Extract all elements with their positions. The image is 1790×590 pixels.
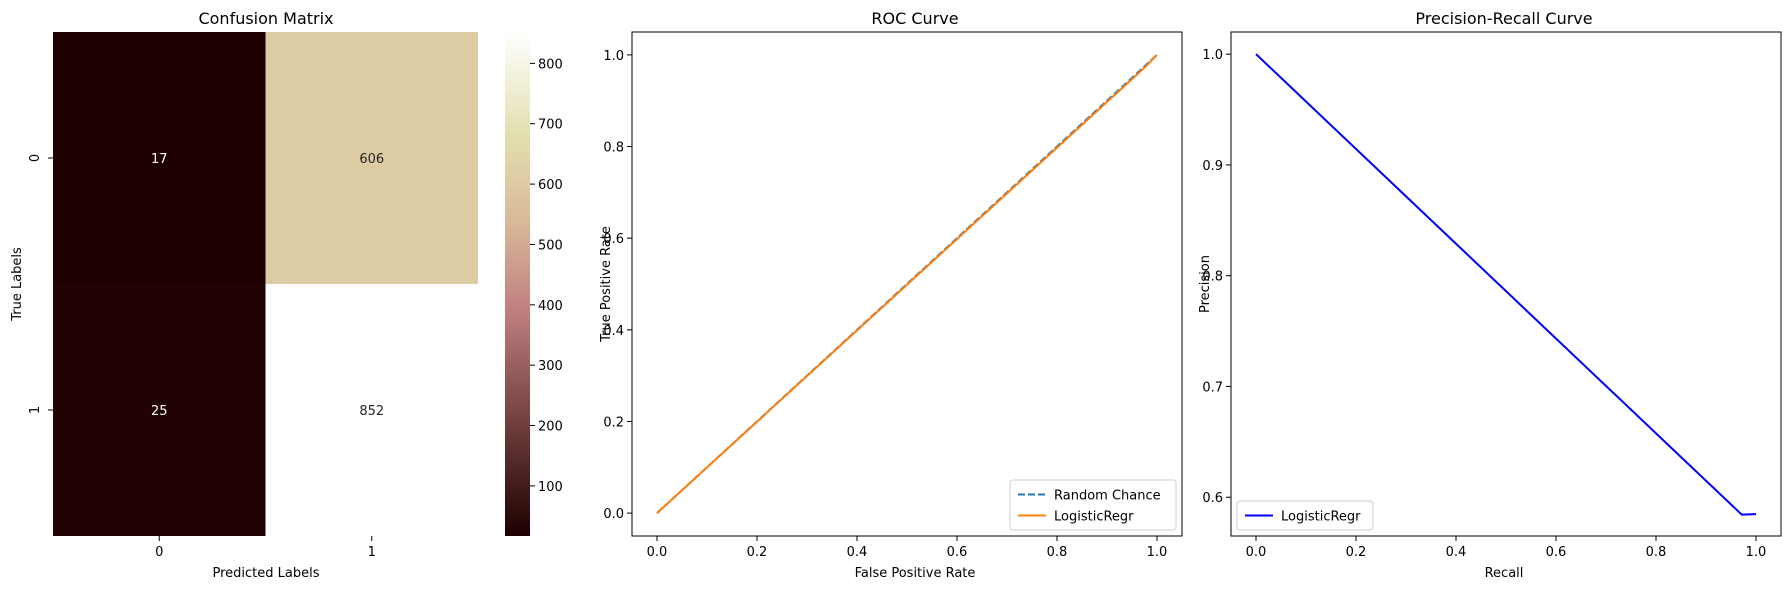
roc-xlabel: False Positive Rate (855, 566, 976, 581)
x-tick-label: 0.8 (1646, 545, 1667, 560)
y-tick-label: 0.0 (603, 507, 624, 522)
confusion-matrix-xlabel: Predicted Labels (212, 566, 319, 581)
roc-panel: ROC Curve False Positive Rate True Posit… (599, 9, 1183, 581)
legend: LogisticRegr (1236, 500, 1374, 531)
heatmap-cell-value: 25 (151, 404, 168, 419)
colorbar-tick-label: 300 (538, 359, 563, 374)
legend: Random Chance LogisticRegr (1009, 479, 1177, 531)
legend-label: Random Chance (1054, 489, 1161, 504)
confusion-matrix-title: Confusion Matrix (198, 9, 333, 28)
confusion-matrix-panel: Confusion Matrix 17 606 25 852 0 1 0 1 Predict… (10, 9, 563, 581)
heatmap-cell-value: 17 (151, 152, 168, 167)
roc-plot-area: 0.0 0.2 0.4 0.6 0.8 1.0 0.0 0.2 0.4 0.6 0.8 1.0 Rand… (603, 31, 1183, 560)
roc-title: ROC Curve (871, 9, 958, 28)
y-tick-label: 0.4 (603, 324, 624, 339)
y-tick-label: 0.8 (1202, 270, 1223, 285)
pr-panel: Precision-Recall Curve Recall Precision … (1198, 9, 1782, 581)
x-tick-label: 0.4 (847, 545, 868, 560)
x-tick-label: 1 (368, 545, 376, 560)
colorbar: 100 200 300 400 500 600 700 800 (505, 32, 563, 536)
series-line (656, 54, 1158, 514)
axes-frame (1230, 31, 1782, 537)
x-tick-label: 0.6 (1546, 545, 1567, 560)
heatmap-cell (53, 284, 266, 536)
series-line (1255, 53, 1757, 516)
colorbar-gradient (505, 32, 530, 536)
y-tick-label: 0.6 (1202, 491, 1223, 506)
legend-box (1009, 479, 1177, 531)
x-tick-label: 0.0 (1246, 545, 1267, 560)
colorbar-tick-label: 200 (538, 420, 563, 435)
roc-ylabel: True Positive Rate (599, 226, 614, 343)
pr-plot-area: 0.0 0.2 0.4 0.6 0.8 1.0 0.6 0.7 0.8 0.9 1.0 Logisti… (1202, 31, 1782, 560)
y-tick-label: 0.9 (1202, 159, 1223, 174)
y-tick-label: 0.7 (1202, 380, 1223, 395)
y-tick-label: 0.8 (603, 141, 624, 156)
pr-ylabel: Precision (1198, 255, 1213, 313)
heatmap-cells: 17 606 25 852 (53, 32, 478, 536)
y-tick-label: 1 (28, 406, 43, 414)
x-tick-label: 0.0 (647, 545, 668, 560)
x-tick-label: 0 (155, 545, 163, 560)
colorbar-tick-label: 700 (538, 118, 563, 133)
y-tick-label: 0.2 (603, 415, 624, 430)
heatmap-axis-ticks: 0 1 0 1 (28, 154, 376, 560)
x-tick-label: 0.4 (1446, 545, 1467, 560)
y-tick-label: 0 (28, 154, 43, 162)
legend-label: LogisticRegr (1281, 510, 1361, 525)
y-tick-label: 1.0 (1202, 48, 1223, 63)
heatmap-cell-value: 606 (359, 152, 384, 167)
y-tick-label: 1.0 (603, 49, 624, 64)
y-tick-label: 0.6 (603, 232, 624, 247)
heatmap-cell (265, 32, 478, 284)
x-tick-label: 1.0 (1147, 545, 1168, 560)
colorbar-tick-label: 400 (538, 299, 563, 314)
x-tick-label: 0.2 (747, 545, 768, 560)
axes-frame (631, 31, 1183, 537)
legend-label: LogisticRegr (1054, 510, 1134, 525)
colorbar-tick-label: 100 (538, 480, 563, 495)
x-tick-label: 0.6 (947, 545, 968, 560)
colorbar-tick-label: 600 (538, 178, 563, 193)
colorbar-tick-label: 800 (538, 57, 563, 72)
confusion-matrix-ylabel: True Labels (10, 247, 25, 322)
legend-box (1236, 500, 1374, 531)
heatmap-cell (265, 284, 478, 536)
heatmap-cell-value: 852 (359, 404, 384, 419)
heatmap-cell (53, 32, 266, 284)
colorbar-tick-label: 500 (538, 238, 563, 253)
pr-title: Precision-Recall Curve (1415, 9, 1592, 28)
x-tick-label: 0.2 (1346, 545, 1367, 560)
x-tick-label: 1.0 (1746, 545, 1767, 560)
pr-xlabel: Recall (1485, 566, 1524, 581)
x-tick-label: 0.8 (1047, 545, 1068, 560)
